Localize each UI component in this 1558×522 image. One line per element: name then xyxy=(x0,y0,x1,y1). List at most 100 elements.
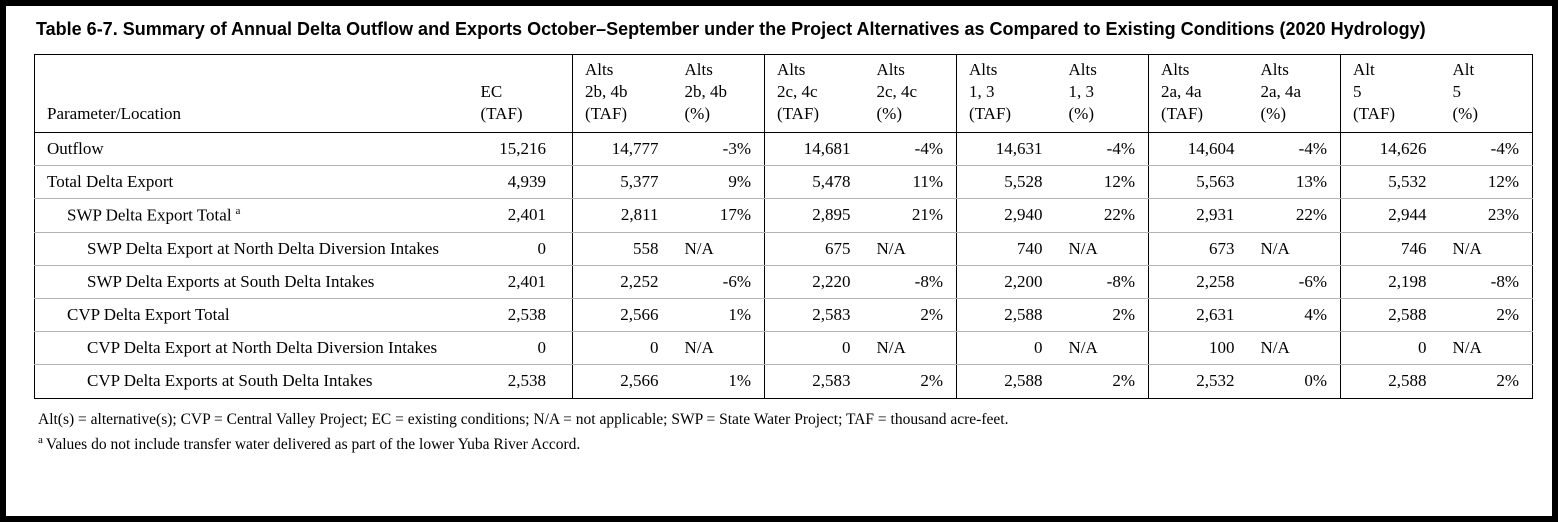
column-header: Alts 2b, 4b (TAF) xyxy=(572,54,673,134)
footnote-ref-marker: a xyxy=(235,205,241,218)
value-cell: 5,528 xyxy=(956,165,1057,200)
value-cell: N/A xyxy=(1056,232,1149,267)
value-cell: 5,377 xyxy=(572,165,673,200)
value-cell: 4,939 xyxy=(446,165,573,200)
row-label: SWP Delta Export Total a xyxy=(34,198,447,234)
column-header-line: 5 xyxy=(1353,82,1362,102)
column-header-line: Parameter/Location xyxy=(47,104,182,124)
value-cell: -4% xyxy=(1056,132,1149,167)
value-cell: N/A xyxy=(864,331,957,366)
value-cell: 22% xyxy=(1056,198,1149,234)
value-cell: 23% xyxy=(1440,198,1533,234)
column-header-line: (%) xyxy=(1452,104,1478,124)
value-cell: -4% xyxy=(1440,132,1533,167)
value-cell: 2,220 xyxy=(764,265,865,300)
value-cell: 675 xyxy=(764,232,865,267)
column-header: Alt 5 (%) xyxy=(1440,54,1533,134)
value-cell: 15,216 xyxy=(446,132,573,167)
value-cell: 0 xyxy=(572,331,673,366)
value-cell: 14,681 xyxy=(764,132,865,167)
table-row: Total Delta Export 4,939 5,377 9% 5,478 11% 5,… xyxy=(34,165,1533,200)
column-header: Alts 1, 3 (%) xyxy=(1056,54,1149,134)
column-header-line: 2a, 4a xyxy=(1260,82,1302,102)
value-cell: 11% xyxy=(864,165,957,200)
value-cell: 2,566 xyxy=(572,298,673,333)
value-cell: 17% xyxy=(672,198,765,234)
value-cell: 0 xyxy=(446,331,573,366)
table-row: SWP Delta Export at North Delta Diversio… xyxy=(34,232,1533,267)
column-header-line: (TAF) xyxy=(1353,104,1396,124)
footnote-a: a Values do not include transfer water de… xyxy=(38,432,1526,458)
value-cell: 2% xyxy=(864,298,957,333)
value-cell: N/A xyxy=(1440,331,1533,366)
column-header-line: (%) xyxy=(684,104,710,124)
column-header-line: Alts xyxy=(1260,60,1289,80)
row-label: Total Delta Export xyxy=(34,165,447,200)
value-cell: 14,777 xyxy=(572,132,673,167)
value-cell: 2% xyxy=(864,364,957,399)
value-cell: 14,626 xyxy=(1340,132,1441,167)
value-cell: 0% xyxy=(1248,364,1341,399)
value-cell: 2,583 xyxy=(764,298,865,333)
value-cell: -4% xyxy=(1248,132,1341,167)
value-cell: 13% xyxy=(1248,165,1341,200)
column-header-line: Alts xyxy=(1161,60,1190,80)
value-cell: 2% xyxy=(1056,364,1149,399)
row-label: SWP Delta Exports at South Delta Intakes xyxy=(34,265,447,300)
value-cell: 2% xyxy=(1056,298,1149,333)
value-cell: 2% xyxy=(1440,364,1533,399)
column-header-line: Alts xyxy=(684,60,713,80)
value-cell: -8% xyxy=(1440,265,1533,300)
value-cell: 2,588 xyxy=(956,298,1057,333)
column-header-line: (%) xyxy=(876,104,902,124)
column-header-line: (%) xyxy=(1068,104,1094,124)
value-cell: 14,631 xyxy=(956,132,1057,167)
column-header: Alts 2b, 4b (%) xyxy=(672,54,765,134)
table-row: SWP Delta Export Total a 2,401 2,811 17% 2,89… xyxy=(34,198,1533,234)
value-cell: 740 xyxy=(956,232,1057,267)
column-header-line: EC xyxy=(480,82,503,102)
value-cell: 2,588 xyxy=(1340,364,1441,399)
column-header-line: 2b, 4b xyxy=(585,82,628,102)
value-cell: 0 xyxy=(956,331,1057,366)
value-cell: 2,252 xyxy=(572,265,673,300)
value-cell: N/A xyxy=(1248,331,1341,366)
value-cell: -4% xyxy=(864,132,957,167)
column-header: Alts 2c, 4c (TAF) xyxy=(764,54,865,134)
value-cell: 558 xyxy=(572,232,673,267)
value-cell: 2,401 xyxy=(446,198,573,234)
value-cell: -8% xyxy=(1056,265,1149,300)
value-cell: -6% xyxy=(1248,265,1341,300)
table-body: Outflow 15,216 14,777 -3% 14,681 -4% 14,631 -4%… xyxy=(34,132,1533,399)
column-header-line: Alts xyxy=(777,60,806,80)
column-header-line: Alts xyxy=(585,60,614,80)
value-cell: 5,478 xyxy=(764,165,865,200)
value-cell: 12% xyxy=(1056,165,1149,200)
value-cell: 2,566 xyxy=(572,364,673,399)
column-header: Alts 2c, 4c (%) xyxy=(864,54,957,134)
table-header: Parameter/Location EC (TAF) Alts 2b, 4b (TAF)… xyxy=(34,54,1533,134)
abbreviations-note: Alt(s) = alternative(s); CVP = Central V… xyxy=(38,410,1009,428)
value-cell: -8% xyxy=(864,265,957,300)
value-cell: 2% xyxy=(1440,298,1533,333)
column-header-line: Alts xyxy=(1068,60,1097,80)
value-cell: 2,538 xyxy=(446,298,573,333)
value-cell: 2,198 xyxy=(1340,265,1441,300)
value-cell: N/A xyxy=(672,331,765,366)
column-header-line: 1, 3 xyxy=(969,82,995,102)
table-row: CVP Delta Export at North Delta Diversio… xyxy=(34,331,1533,366)
value-cell: 2,588 xyxy=(1340,298,1441,333)
value-cell: 5,563 xyxy=(1148,165,1249,200)
row-label: CVP Delta Export at North Delta Diversio… xyxy=(34,331,447,366)
table-title: Table 6-7. Summary of Annual Delta Outfl… xyxy=(36,19,1426,39)
value-cell: 2,538 xyxy=(446,364,573,399)
value-cell: 5,532 xyxy=(1340,165,1441,200)
value-cell: 746 xyxy=(1340,232,1441,267)
column-header-line: (%) xyxy=(1260,104,1286,124)
value-cell: 0 xyxy=(764,331,865,366)
table-row: CVP Delta Export Total 2,538 2,566 1% 2,583 2… xyxy=(34,298,1533,333)
row-label: CVP Delta Export Total xyxy=(34,298,447,333)
value-cell: N/A xyxy=(864,232,957,267)
column-header-line: (TAF) xyxy=(480,104,523,124)
column-header-line: Alts xyxy=(876,60,905,80)
